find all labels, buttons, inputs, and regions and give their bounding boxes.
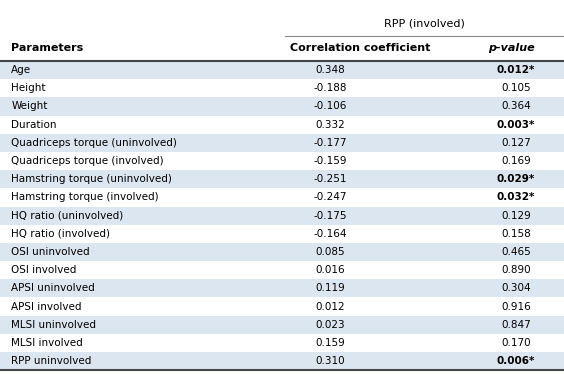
Bar [0, 188, 564, 206]
Text: Quadriceps torque (involved): Quadriceps torque (involved) [11, 156, 164, 166]
Text: -0.164: -0.164 [313, 229, 347, 239]
Text: 0.158: 0.158 [501, 229, 531, 239]
Bar [0, 261, 564, 279]
Text: 0.029*: 0.029* [497, 174, 535, 184]
Text: 0.847: 0.847 [501, 320, 531, 330]
Text: 0.170: 0.170 [501, 338, 531, 348]
Text: 0.003*: 0.003* [497, 120, 535, 130]
Text: 0.348: 0.348 [315, 65, 345, 75]
Bar [0, 152, 564, 170]
Text: 0.364: 0.364 [501, 101, 531, 111]
Text: Correlation coefficient: Correlation coefficient [290, 43, 431, 53]
Text: 0.332: 0.332 [315, 120, 345, 130]
Bar [0, 206, 564, 225]
Text: 0.085: 0.085 [315, 247, 345, 257]
Bar [0, 170, 564, 188]
Text: OSI involved: OSI involved [11, 265, 77, 275]
Bar [0, 297, 564, 316]
Text: 0.127: 0.127 [501, 138, 531, 148]
Text: 0.465: 0.465 [501, 247, 531, 257]
Text: MLSI involved: MLSI involved [11, 338, 83, 348]
Bar [0, 352, 564, 370]
Text: 0.105: 0.105 [501, 83, 531, 93]
Bar [0, 334, 564, 352]
Text: 0.169: 0.169 [501, 156, 531, 166]
Bar [0, 279, 564, 297]
Text: -0.159: -0.159 [313, 156, 347, 166]
Text: APSI uninvolved: APSI uninvolved [11, 283, 95, 293]
Text: -0.251: -0.251 [313, 174, 347, 184]
Text: HQ ratio (uninvolved): HQ ratio (uninvolved) [11, 211, 124, 221]
Text: 0.023: 0.023 [315, 320, 345, 330]
Text: -0.106: -0.106 [313, 101, 347, 111]
Text: Hamstring torque (uninvolved): Hamstring torque (uninvolved) [11, 174, 172, 184]
Text: -0.177: -0.177 [313, 138, 347, 148]
Text: Age: Age [11, 65, 32, 75]
Text: RPP uninvolved: RPP uninvolved [11, 356, 92, 366]
Text: Quadriceps torque (uninvolved): Quadriceps torque (uninvolved) [11, 138, 177, 148]
Text: 0.129: 0.129 [501, 211, 531, 221]
Text: Height: Height [11, 83, 46, 93]
Text: 0.916: 0.916 [501, 301, 531, 312]
Text: HQ ratio (involved): HQ ratio (involved) [11, 229, 111, 239]
Text: -0.188: -0.188 [313, 83, 347, 93]
Bar [0, 79, 564, 97]
Text: 0.304: 0.304 [501, 283, 531, 293]
Text: APSI involved: APSI involved [11, 301, 82, 312]
Text: Parameters: Parameters [11, 43, 83, 53]
Text: 0.006*: 0.006* [497, 356, 535, 366]
Text: 0.032*: 0.032* [497, 192, 535, 202]
Text: 0.310: 0.310 [315, 356, 345, 366]
Text: MLSI uninvolved: MLSI uninvolved [11, 320, 96, 330]
Text: OSI uninvolved: OSI uninvolved [11, 247, 90, 257]
Bar [0, 134, 564, 152]
Text: 0.119: 0.119 [315, 283, 345, 293]
Text: -0.175: -0.175 [313, 211, 347, 221]
Text: -0.247: -0.247 [313, 192, 347, 202]
Text: Hamstring torque (involved): Hamstring torque (involved) [11, 192, 159, 202]
Text: 0.159: 0.159 [315, 338, 345, 348]
Text: RPP (involved): RPP (involved) [384, 18, 465, 28]
Text: 0.012: 0.012 [315, 301, 345, 312]
Bar [0, 316, 564, 334]
Bar [0, 225, 564, 243]
Text: Duration: Duration [11, 120, 57, 130]
Text: 0.012*: 0.012* [497, 65, 535, 75]
Text: 0.016: 0.016 [315, 265, 345, 275]
Bar [0, 243, 564, 261]
Text: p-value: p-value [488, 43, 535, 53]
Text: Weight: Weight [11, 101, 47, 111]
Bar [0, 61, 564, 79]
Bar [0, 97, 564, 116]
Text: 0.890: 0.890 [501, 265, 531, 275]
Bar [0, 116, 564, 134]
